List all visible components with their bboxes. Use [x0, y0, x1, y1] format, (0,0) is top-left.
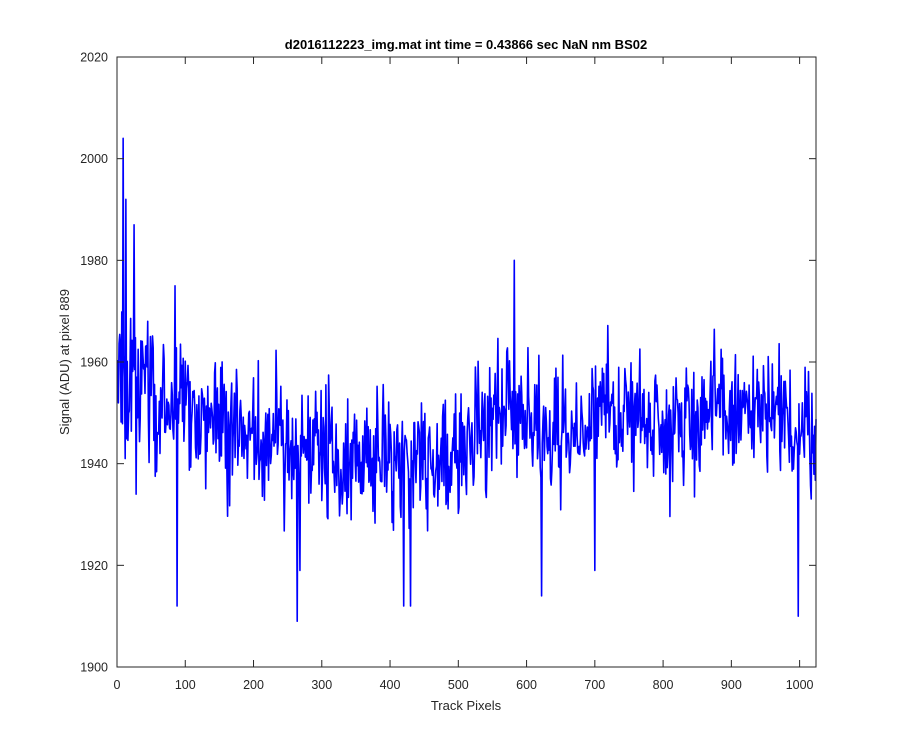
y-axis: 1900 1920 1940 1960 1980 2000 2020 [80, 51, 816, 675]
plot-area [117, 57, 816, 667]
x-tick-label: 0 [114, 678, 121, 692]
x-axis-label: Track Pixels [431, 698, 502, 713]
y-tick-label: 1980 [80, 254, 108, 268]
y-tick-label: 1940 [80, 457, 108, 471]
x-tick-label: 200 [243, 678, 264, 692]
chart-title: d2016112223_img.mat int time = 0.43866 s… [285, 37, 647, 52]
y-tick-label: 2020 [80, 51, 108, 65]
x-tick-label: 500 [448, 678, 469, 692]
signal-series-line [116, 137, 817, 623]
x-tick-label: 300 [311, 678, 332, 692]
x-axis: 0 100 200 300 400 500 600 700 800 900 1000 [114, 57, 814, 692]
y-axis-label: Signal (ADU) at pixel 889 [57, 289, 72, 435]
series-layer [116, 137, 817, 623]
x-tick-label: 900 [721, 678, 742, 692]
x-tick-label: 1000 [786, 678, 814, 692]
y-tick-label: 1960 [80, 356, 108, 370]
x-tick-label: 700 [584, 678, 605, 692]
x-tick-label: 400 [380, 678, 401, 692]
x-tick-label: 800 [653, 678, 674, 692]
y-tick-label: 2000 [80, 152, 108, 166]
x-tick-label: 100 [175, 678, 196, 692]
x-tick-label: 600 [516, 678, 537, 692]
y-tick-label: 1900 [80, 661, 108, 675]
y-tick-label: 1920 [80, 559, 108, 573]
